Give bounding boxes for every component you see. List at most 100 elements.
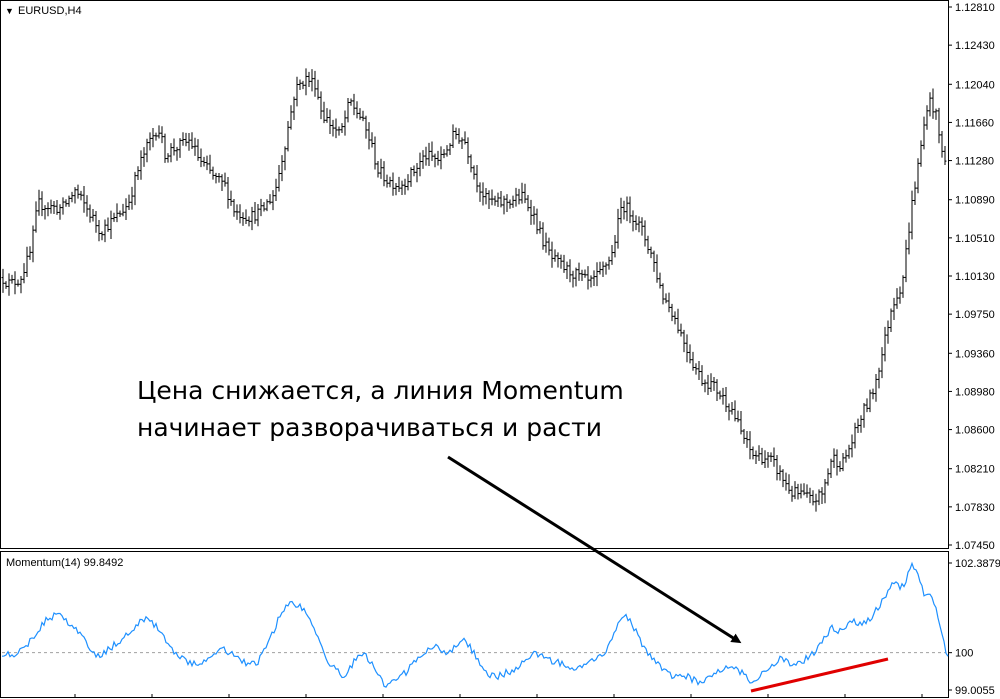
price-bar — [130, 186, 134, 210]
price-bar — [742, 428, 746, 444]
price-bar — [262, 202, 266, 212]
price-bar — [559, 254, 563, 269]
price-bar — [160, 126, 164, 144]
price-bar — [133, 171, 137, 206]
price-bar — [568, 259, 572, 283]
price-bar — [79, 190, 83, 201]
price-bar — [67, 195, 71, 207]
price-bar — [805, 484, 809, 498]
price-axis-label: 1.07830 — [955, 502, 995, 514]
price-bar — [76, 184, 80, 199]
price-bar — [331, 119, 335, 137]
price-bar — [556, 252, 560, 268]
price-bar — [73, 187, 77, 204]
price-bar — [652, 250, 656, 272]
price-bar — [937, 107, 941, 144]
price-bar — [217, 173, 221, 183]
price-bar — [802, 483, 806, 496]
price-bar — [655, 254, 659, 283]
price-bar — [535, 208, 539, 235]
price-bar — [523, 183, 527, 204]
price-bar — [421, 150, 425, 169]
price-bar — [721, 387, 725, 405]
momentum-axis-label: 102.3879 — [955, 558, 1000, 570]
price-window-frame — [0, 0, 949, 549]
price-bar — [370, 132, 374, 148]
price-axis-label: 1.10890 — [955, 195, 995, 207]
price-bar — [346, 97, 350, 123]
price-bar — [745, 430, 749, 448]
price-bar — [271, 190, 275, 211]
price-bar — [319, 91, 323, 120]
price-bar — [511, 195, 515, 208]
price-bar — [841, 452, 845, 472]
price-bar — [460, 137, 464, 149]
price-bar — [892, 297, 896, 321]
price-bar — [34, 201, 38, 233]
price-bar — [493, 195, 497, 206]
price-axis: 1.12810 1.12430 1.12040 1.11660 1.11280 1.108… — [948, 2, 995, 552]
price-bar — [376, 161, 380, 178]
price-bar — [196, 139, 200, 161]
price-bar — [517, 188, 521, 205]
price-bar — [898, 286, 902, 304]
price-bar — [889, 308, 893, 332]
annotation-line-2: начинает разворачиваться и расти — [137, 413, 602, 442]
price-bar — [505, 194, 509, 213]
price-bar — [448, 143, 452, 156]
price-bar — [187, 133, 191, 151]
price-bar — [178, 138, 182, 158]
price-bar — [751, 446, 755, 460]
price-bar — [433, 153, 437, 168]
price-bar — [13, 271, 17, 295]
price-bar — [832, 448, 836, 468]
price-bar — [169, 143, 173, 163]
price-bar — [451, 124, 455, 149]
price-bar — [706, 374, 710, 395]
price-bar — [880, 347, 884, 379]
price-bar — [562, 254, 566, 273]
price-bar — [88, 204, 92, 223]
price-bar — [49, 199, 53, 214]
symbol-dropdown-icon[interactable]: ▼ — [5, 6, 14, 16]
price-bar — [895, 288, 899, 309]
price-bar — [700, 365, 704, 386]
price-bar — [211, 166, 215, 180]
price-bar — [91, 209, 95, 222]
price-bar — [481, 182, 485, 206]
price-bar — [664, 293, 668, 304]
price-bar — [118, 210, 122, 217]
price-axis-label: 1.08600 — [955, 425, 995, 437]
price-bar — [736, 410, 740, 423]
price-bar — [853, 422, 857, 449]
price-bar — [760, 447, 764, 465]
price-axis-label: 1.08980 — [955, 386, 995, 398]
price-bar — [244, 209, 248, 224]
price-bar — [622, 200, 626, 220]
price-bar — [691, 351, 695, 371]
price-bar — [475, 164, 479, 193]
price-bar — [646, 235, 650, 254]
price-bar — [595, 262, 599, 287]
price-bar — [538, 221, 542, 234]
price-bar — [466, 137, 470, 164]
price-axis-label: 1.07450 — [955, 540, 995, 552]
price-bar — [292, 96, 296, 120]
price-bar — [172, 138, 176, 156]
price-bar — [223, 172, 227, 187]
price-bar — [184, 132, 188, 147]
price-bar — [58, 204, 62, 220]
price-bar — [112, 212, 116, 222]
price-bar — [277, 164, 281, 192]
price-bar — [190, 132, 194, 149]
price-bar — [418, 152, 422, 177]
price-bar — [940, 130, 944, 158]
price-bar — [727, 403, 731, 421]
price-bar — [514, 187, 518, 207]
price-bar — [415, 163, 419, 183]
price-bar — [637, 216, 641, 233]
price-bar — [478, 182, 482, 202]
price-bar — [763, 450, 767, 468]
price-bar — [943, 146, 947, 165]
price-bar — [361, 110, 365, 122]
